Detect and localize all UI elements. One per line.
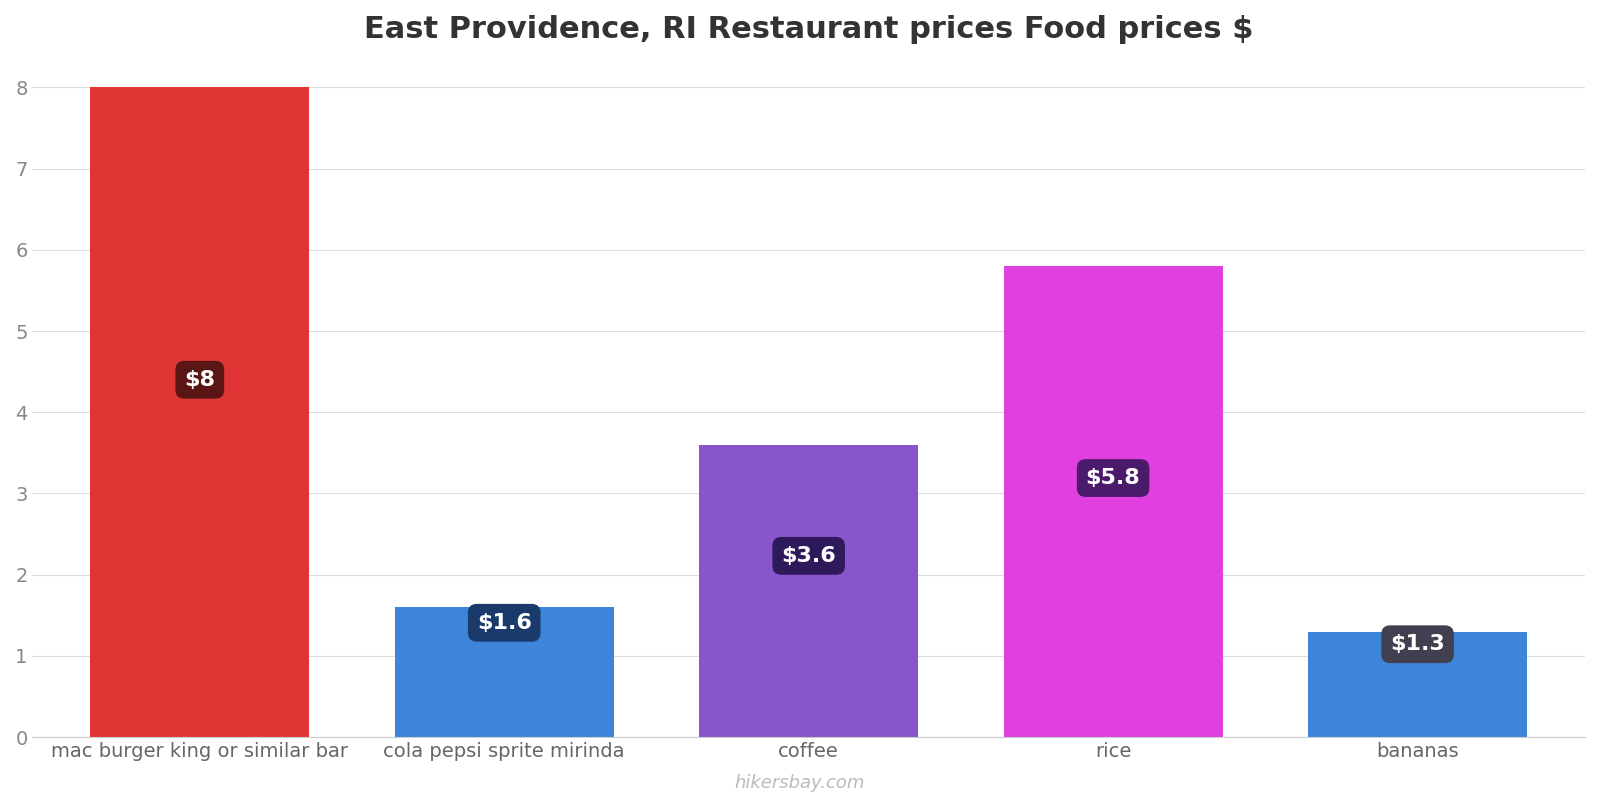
Text: $5.8: $5.8	[1086, 468, 1141, 488]
Bar	[699, 445, 918, 737]
Text: $8: $8	[184, 370, 216, 390]
Title: East Providence, RI Restaurant prices Food prices $: East Providence, RI Restaurant prices Fo…	[363, 15, 1253, 44]
Text: $1.3: $1.3	[1390, 634, 1445, 654]
Bar	[90, 87, 309, 737]
Bar	[1003, 266, 1222, 737]
Text: hikersbay.com: hikersbay.com	[734, 774, 866, 792]
Bar	[1307, 631, 1526, 737]
Text: $3.6: $3.6	[781, 546, 837, 566]
Text: $1.6: $1.6	[477, 613, 531, 633]
Bar	[395, 607, 614, 737]
